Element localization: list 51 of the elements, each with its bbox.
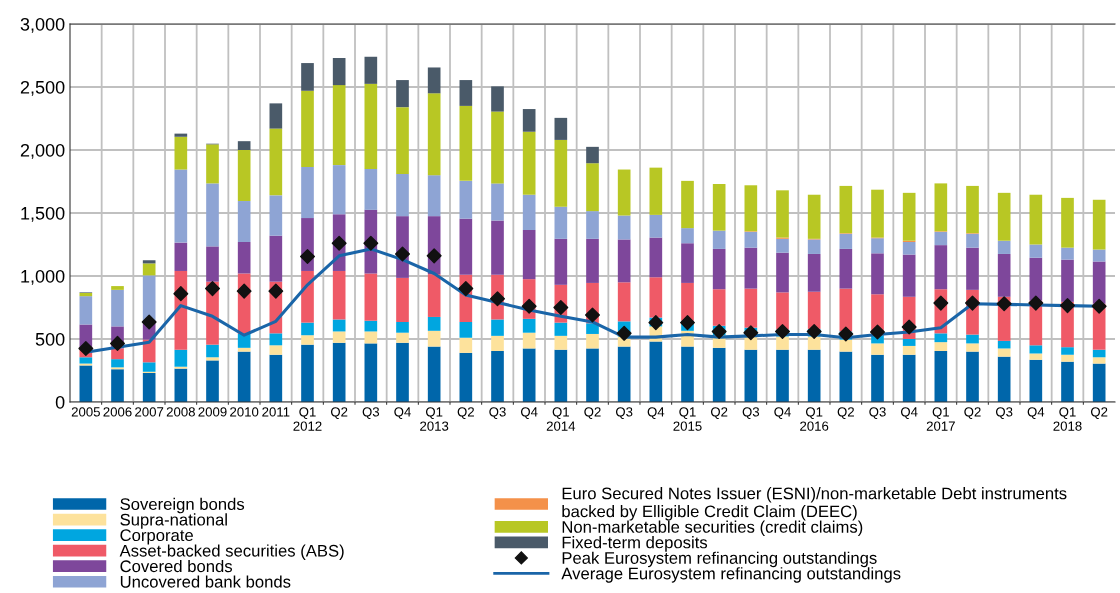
y-tick-label: 1,500 xyxy=(21,206,65,222)
x-tick-label: Q4 xyxy=(900,407,918,419)
x-tick-label: 2010 xyxy=(230,407,259,417)
legend-label: Corporate xyxy=(120,529,193,545)
x-tick-label: 2006 xyxy=(103,407,132,417)
x-tick-label: 2008 xyxy=(166,407,195,417)
x-tick-label: Q1 2015 xyxy=(673,407,702,431)
x-tick-label: Q3 xyxy=(742,407,760,419)
legend-label: Asset-backed securities (ABS) xyxy=(119,544,344,560)
y-tick-label: 0 xyxy=(55,395,65,409)
legend-label: Non-marketable securities (credit claims) xyxy=(562,520,863,537)
x-tick-label: Q2 xyxy=(1090,407,1108,419)
x-tick-label: 2011 xyxy=(262,407,290,417)
x-tick-label: Q1 2016 xyxy=(800,407,829,431)
x-tick-label: 2007 xyxy=(135,407,164,417)
x-tick-label: Q3 xyxy=(615,407,633,419)
x-tick-label: Q1 2013 xyxy=(420,407,449,431)
legend-label: Covered bonds xyxy=(120,559,233,573)
x-tick-label: Q2 xyxy=(964,407,981,419)
legend-label: Supra-national xyxy=(120,513,227,529)
x-tick-label: Q2 xyxy=(457,407,474,419)
y-tick-label: 2,000 xyxy=(20,143,65,159)
y-tick-label: 2,500 xyxy=(20,80,65,96)
x-tick-label: 2009 xyxy=(198,407,227,417)
x-tick-label: Q3 xyxy=(995,407,1013,419)
x-tick-label: Q3 xyxy=(869,407,886,419)
x-tick-label: Q4 xyxy=(774,407,791,419)
x-tick-label: Q4 xyxy=(394,407,411,419)
x-tick-label: Q4 xyxy=(647,407,665,419)
x-tick-label: 2005 xyxy=(71,407,100,417)
x-tick-label: Q4 xyxy=(520,407,538,419)
legend-label: Fixed-term deposits xyxy=(562,536,708,552)
x-tick-label: Q2 xyxy=(710,407,728,419)
x-tick-label: Q1 2012 xyxy=(293,407,322,431)
legend-label: Uncovered bank bonds xyxy=(120,575,291,588)
x-tick-label: Q1 2018 xyxy=(1053,407,1082,431)
x-tick-label: Q1 2017 xyxy=(926,407,955,431)
legend-label: Average Eurosystem refinancing outstandings xyxy=(561,567,901,583)
y-tick-label: 3,000 xyxy=(20,17,65,33)
legend-label: Sovereign bonds xyxy=(120,497,245,514)
legend-label: Peak Eurosystem refinancing outstandings xyxy=(562,551,877,568)
x-tick-label: Q3 xyxy=(489,407,506,419)
x-tick-label: Q1 2014 xyxy=(546,407,576,431)
x-tick-label: Q2 xyxy=(837,407,854,419)
y-tick-label: 1,000 xyxy=(21,269,65,285)
x-tick-label: Q3 xyxy=(362,407,380,419)
x-tick-label: Q2 xyxy=(584,407,601,419)
x-tick-label: Q2 xyxy=(330,407,348,419)
legend-label: Euro Secured Notes Issuer (ESNI)/non-marketable Debt instruments backed by Elligible Credit Claim (DEEC) xyxy=(562,487,1067,521)
y-tick-label: 500 xyxy=(35,332,65,346)
x-tick-label: Q4 xyxy=(1027,407,1045,419)
